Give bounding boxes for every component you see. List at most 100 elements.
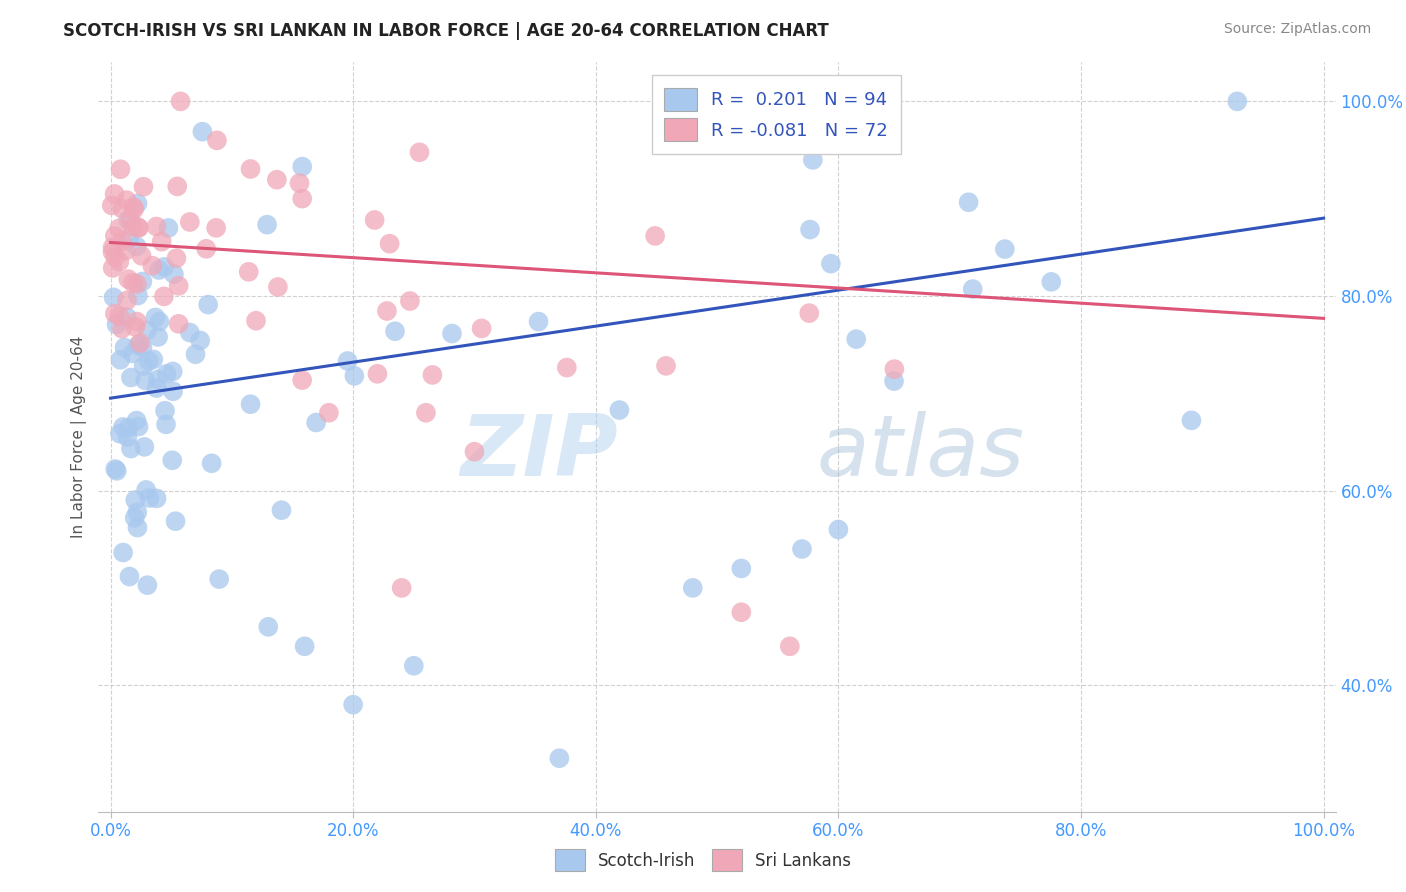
Point: [124, 320, 146, 334]
Point: [101, 244, 124, 259]
Point: [957, 195, 980, 210]
Point: [127, 520, 149, 534]
Point: [375, 304, 398, 318]
Point: [820, 257, 842, 271]
Point: [104, 250, 127, 264]
Point: [117, 430, 139, 444]
Point: [127, 338, 149, 352]
Point: [120, 370, 142, 384]
Point: [555, 360, 578, 375]
Point: [267, 280, 290, 294]
Point: [108, 426, 131, 441]
Point: [132, 359, 155, 373]
Point: [294, 640, 316, 654]
Point: [208, 572, 231, 586]
Point: [266, 172, 288, 186]
Point: [112, 420, 135, 434]
Point: [343, 368, 366, 383]
Point: [239, 161, 262, 176]
Point: [148, 263, 170, 277]
Point: [124, 511, 146, 525]
Point: [104, 186, 127, 201]
Point: [127, 288, 149, 302]
Point: [122, 200, 145, 214]
Point: [103, 290, 125, 304]
Point: [104, 307, 127, 321]
Point: [1040, 275, 1063, 289]
Point: [134, 373, 156, 387]
Point: [463, 444, 485, 458]
Point: [799, 222, 821, 236]
Point: [122, 276, 145, 290]
Text: atlas: atlas: [815, 410, 1024, 493]
Point: [145, 491, 167, 506]
Point: [256, 218, 278, 232]
Point: [105, 318, 128, 332]
Point: [108, 221, 131, 235]
Point: [779, 640, 801, 654]
Point: [201, 456, 224, 470]
Point: [138, 354, 160, 368]
Point: [138, 491, 160, 505]
Point: [125, 239, 148, 253]
Point: [122, 219, 145, 234]
Point: [191, 125, 214, 139]
Point: [127, 505, 149, 519]
Point: [125, 277, 148, 291]
Point: [115, 310, 138, 325]
Point: [363, 213, 385, 227]
Point: [790, 541, 813, 556]
Point: [118, 232, 141, 246]
Point: [148, 315, 170, 329]
Point: [730, 561, 752, 575]
Point: [122, 202, 145, 217]
Point: [112, 545, 135, 559]
Point: [336, 354, 359, 368]
Point: [165, 251, 187, 265]
Point: [402, 658, 425, 673]
Legend: Scotch-Irish, Sri Lankans: Scotch-Irish, Sri Lankans: [547, 841, 859, 880]
Point: [125, 414, 148, 428]
Point: [104, 462, 127, 476]
Point: [165, 514, 187, 528]
Point: [153, 289, 176, 303]
Point: [799, 306, 821, 320]
Point: [146, 372, 169, 386]
Point: [118, 421, 141, 435]
Point: [163, 267, 186, 281]
Point: [115, 193, 138, 207]
Point: [146, 330, 169, 344]
Point: [305, 416, 328, 430]
Point: [100, 198, 122, 212]
Point: [124, 493, 146, 508]
Point: [131, 340, 153, 354]
Point: [548, 751, 571, 765]
Point: [342, 698, 364, 712]
Point: [128, 419, 150, 434]
Point: [167, 278, 190, 293]
Point: [415, 406, 437, 420]
Point: [845, 332, 868, 346]
Point: [197, 298, 219, 312]
Point: [128, 220, 150, 235]
Point: [291, 160, 314, 174]
Point: [121, 346, 143, 360]
Point: [169, 95, 191, 109]
Point: [118, 569, 141, 583]
Point: [104, 229, 127, 244]
Point: [162, 384, 184, 399]
Point: [270, 503, 292, 517]
Point: [166, 179, 188, 194]
Point: [801, 153, 824, 167]
Point: [115, 293, 138, 308]
Point: [471, 321, 494, 335]
Point: [318, 406, 340, 420]
Point: [644, 228, 666, 243]
Legend: R =  0.201   N = 94, R = -0.081   N = 72: R = 0.201 N = 94, R = -0.081 N = 72: [652, 75, 901, 154]
Text: Source: ZipAtlas.com: Source: ZipAtlas.com: [1223, 22, 1371, 37]
Point: [111, 202, 134, 216]
Point: [257, 620, 280, 634]
Point: [155, 417, 177, 432]
Point: [730, 605, 752, 619]
Point: [205, 220, 228, 235]
